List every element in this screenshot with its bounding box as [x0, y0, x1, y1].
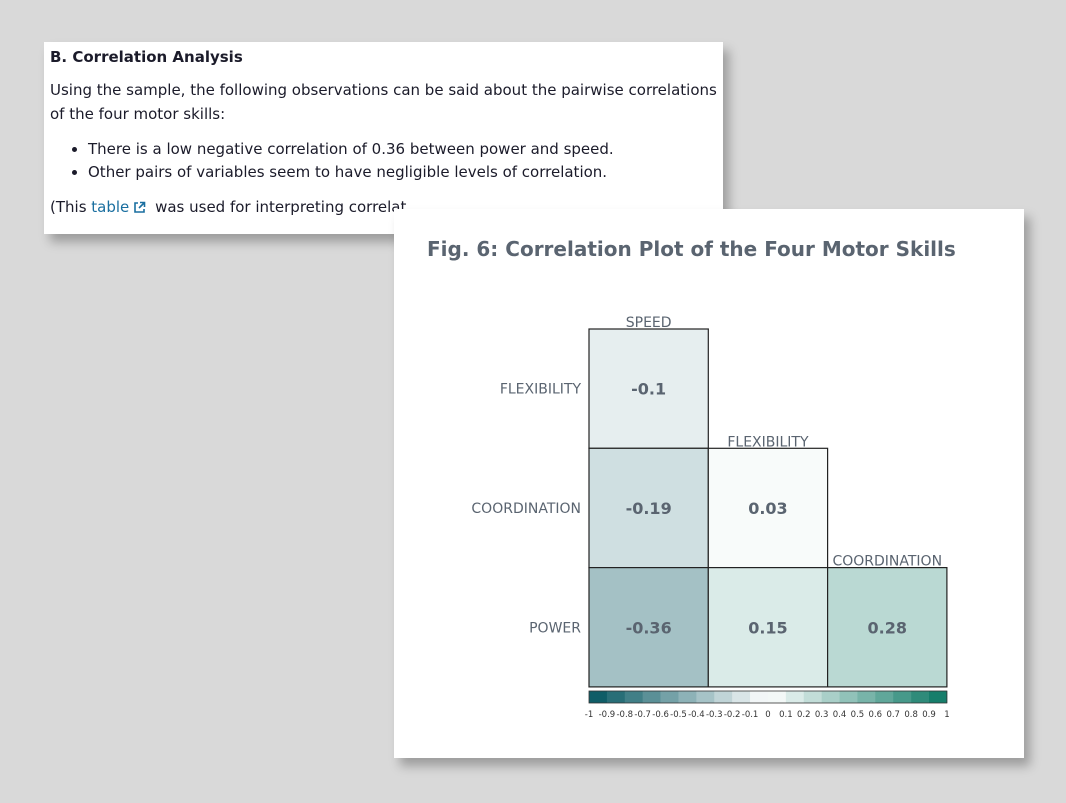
cell-value-label: -0.1 [631, 380, 666, 399]
intro-paragraph: Using the sample, the following observat… [50, 81, 717, 123]
colorbar-segment [929, 691, 948, 703]
colorbar-tick-label: -0.2 [724, 710, 741, 720]
colorbar-segment [875, 691, 894, 703]
colorbar-tick-label: 0 [765, 710, 770, 720]
table-link-label[interactable]: table [91, 198, 130, 216]
colorbar-tick-label: -0.6 [652, 710, 669, 720]
heatmap-cell [827, 567, 948, 688]
colorbar-segment [696, 691, 715, 703]
column-label: COORDINATION [832, 554, 942, 570]
colorbar-segment [624, 691, 643, 703]
colorbar-segment [750, 691, 769, 703]
colorbar-segment [660, 691, 679, 703]
observation-list: There is a low negative correlation of 0… [50, 138, 717, 184]
colorbar-tick-label: -0.1 [742, 710, 759, 720]
colorbar-tick-label: -0.8 [616, 710, 633, 720]
list-item: There is a low negative correlation of 0… [88, 138, 717, 161]
external-link-icon[interactable] [133, 200, 146, 218]
colorbar-segment [893, 691, 912, 703]
footnote-prefix: (This [50, 198, 87, 216]
colorbar-segment [857, 691, 876, 703]
colorbar-tick-label: 0.8 [904, 710, 918, 720]
correlation-heatmap: -0.1 -0.19 0.03 -0.36 0.15 0.28 SPEED FLEXIBILI… [471, 315, 949, 720]
colorbar-segment [642, 691, 661, 703]
colorbar-segment [714, 691, 733, 703]
colorbar-tick-label: 0.2 [797, 710, 811, 720]
heatmap-cell [588, 328, 709, 449]
section-heading: B. Correlation Analysis [50, 48, 243, 66]
colorbar-segment [767, 691, 787, 703]
chart-title: Fig. 6: Correlation Plot of the Four Mot… [427, 237, 956, 261]
colorbar-segment [678, 691, 697, 703]
colorbar-tick-label: -1 [585, 710, 593, 720]
colorbar-frame [588, 690, 948, 704]
colorbar-tick-label: 0.7 [886, 710, 900, 720]
text-card: B. Correlation Analysis Using the sample… [44, 42, 723, 234]
colorbar-tick-label: -0.5 [670, 710, 687, 720]
colorbar-segment [606, 691, 626, 703]
colorbar-segment [732, 691, 751, 703]
heatmap-cell [707, 447, 829, 569]
table-link[interactable]: table [91, 198, 150, 216]
colorbar-tick-label: -0.3 [706, 710, 723, 720]
heatmap-cell [707, 567, 829, 688]
row-label: POWER [529, 620, 581, 636]
footnote-suffix: was used for interpreting correlat [155, 198, 407, 216]
colorbar-segment [821, 691, 840, 703]
column-label: SPEED [626, 315, 672, 331]
cell-value-label: -0.36 [626, 618, 672, 637]
colorbar-segment [839, 691, 858, 703]
cell-value-label: 0.15 [748, 618, 787, 637]
colorbar-tick-label: -0.9 [599, 710, 616, 720]
colorbar-segment [589, 691, 608, 703]
chart-card: Fig. 6: Correlation Plot of the Four Mot… [394, 209, 1024, 758]
colorbar-tick-label: 0.6 [869, 710, 883, 720]
footnote: (This table was used for interpreting co… [50, 198, 717, 218]
colorbar-tick-label: 0.9 [922, 710, 936, 720]
cell-value-label: 0.03 [748, 499, 787, 518]
row-label: FLEXIBILITY [500, 382, 582, 398]
column-label: FLEXIBILITY [727, 434, 809, 450]
colorbar-tick-label: 0.1 [779, 710, 793, 720]
row-label: COORDINATION [471, 501, 581, 517]
colorbar-segment [785, 691, 805, 703]
list-item: Other pairs of variables seem to have ne… [88, 161, 717, 184]
colorbar-tick-label: 1 [944, 710, 949, 720]
heatmap-cell [588, 567, 709, 688]
colorbar-tick-label: 0.4 [833, 710, 847, 720]
cell-value-label: -0.19 [626, 499, 672, 518]
colorbar-segment [803, 691, 822, 703]
cell-value-label: 0.28 [868, 618, 907, 637]
colorbar-tick-label: 0.5 [851, 710, 865, 720]
colorbar-segment [911, 691, 930, 703]
colorbar-tick-label: -0.4 [688, 710, 705, 720]
colorbar-tick-label: -0.7 [634, 710, 651, 720]
heatmap-cell [588, 447, 709, 569]
colorbar-tick-label: 0.3 [815, 710, 829, 720]
